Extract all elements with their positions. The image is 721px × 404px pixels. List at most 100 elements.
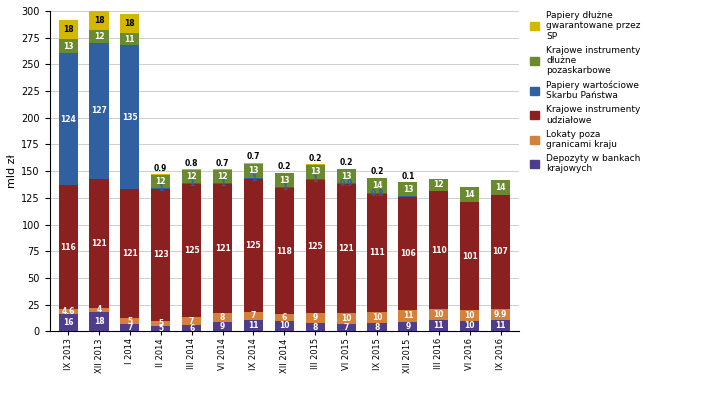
Bar xyxy=(337,324,355,331)
Bar xyxy=(182,184,201,318)
Bar xyxy=(120,318,139,324)
Bar xyxy=(151,189,170,321)
Text: 4: 4 xyxy=(97,305,102,314)
Text: 14: 14 xyxy=(464,190,475,199)
Bar xyxy=(244,320,263,331)
Bar xyxy=(368,323,386,331)
Text: 7: 7 xyxy=(189,317,195,326)
Bar xyxy=(337,313,355,324)
Bar xyxy=(151,321,170,326)
Text: 12: 12 xyxy=(433,181,444,189)
Text: 16: 16 xyxy=(63,318,74,327)
Legend: Papiery dłużne
gwarantowane przez
SP, Krajowe instrumenty
dłużne
pozaskarbowe, P: Papiery dłużne gwarantowane przez SP, Kr… xyxy=(528,9,642,175)
Bar xyxy=(244,163,263,164)
Text: 11: 11 xyxy=(433,321,444,330)
Text: 125: 125 xyxy=(307,242,323,251)
Bar xyxy=(213,170,232,183)
Text: 10: 10 xyxy=(464,322,475,330)
Text: 116: 116 xyxy=(61,243,76,252)
Text: 1: 1 xyxy=(251,174,256,183)
Text: 1: 1 xyxy=(313,175,318,184)
Bar xyxy=(213,183,232,184)
Bar xyxy=(120,324,139,331)
Text: 7: 7 xyxy=(251,311,256,320)
Text: 125: 125 xyxy=(184,246,200,255)
Bar xyxy=(58,185,78,309)
Text: 10: 10 xyxy=(279,322,290,330)
Bar xyxy=(306,180,325,313)
Text: 18: 18 xyxy=(63,25,74,34)
Text: 8: 8 xyxy=(313,322,318,332)
Text: 14: 14 xyxy=(495,183,506,192)
Bar xyxy=(58,39,78,53)
Text: 135: 135 xyxy=(122,113,138,122)
Bar xyxy=(460,202,479,310)
Text: 101: 101 xyxy=(462,252,477,261)
Bar xyxy=(460,187,479,202)
Bar xyxy=(275,188,294,314)
Text: 121: 121 xyxy=(91,239,107,248)
Text: 9: 9 xyxy=(220,322,225,331)
Text: 121: 121 xyxy=(215,244,231,253)
Text: 121: 121 xyxy=(338,244,354,253)
Text: 13: 13 xyxy=(310,167,321,176)
Bar xyxy=(275,187,294,188)
Text: 5: 5 xyxy=(128,317,133,326)
Text: 10: 10 xyxy=(372,313,382,322)
Text: 111: 111 xyxy=(369,248,385,257)
Bar xyxy=(306,165,325,179)
Bar xyxy=(182,318,201,325)
Bar xyxy=(182,325,201,331)
Bar xyxy=(244,177,263,179)
Text: 12: 12 xyxy=(187,172,197,181)
Bar xyxy=(244,164,263,177)
Bar xyxy=(89,179,109,308)
Text: 0.2: 0.2 xyxy=(309,154,322,163)
Text: 125: 125 xyxy=(246,241,261,250)
Bar xyxy=(120,14,139,34)
Bar xyxy=(275,173,294,187)
Text: 127: 127 xyxy=(91,106,107,115)
Bar xyxy=(182,170,201,183)
Bar xyxy=(120,189,139,318)
Text: 14: 14 xyxy=(372,181,382,190)
Text: 13: 13 xyxy=(341,172,351,181)
Text: 13: 13 xyxy=(63,42,74,50)
Bar xyxy=(491,195,510,309)
Bar xyxy=(213,313,232,322)
Text: 12: 12 xyxy=(217,172,228,181)
Text: 13: 13 xyxy=(248,166,259,175)
Bar xyxy=(337,169,355,183)
Text: 6: 6 xyxy=(189,324,194,332)
Bar xyxy=(368,178,386,193)
Text: 12: 12 xyxy=(94,32,105,41)
Bar xyxy=(491,309,510,320)
Text: 1: 1 xyxy=(220,179,225,188)
Text: 18: 18 xyxy=(94,16,105,25)
Bar xyxy=(275,314,294,321)
Bar xyxy=(460,310,479,321)
Text: 10: 10 xyxy=(464,311,475,320)
Text: 10: 10 xyxy=(341,314,351,323)
Text: 11: 11 xyxy=(402,311,413,320)
Bar xyxy=(213,169,232,170)
Text: 110: 110 xyxy=(431,246,447,255)
Bar xyxy=(182,169,201,170)
Text: 11: 11 xyxy=(495,321,506,330)
Bar xyxy=(89,11,109,30)
Text: 7: 7 xyxy=(127,323,133,332)
Text: 0.2: 0.2 xyxy=(340,158,353,167)
Text: 9: 9 xyxy=(405,322,410,331)
Text: 1: 1 xyxy=(189,179,194,188)
Text: 12: 12 xyxy=(156,177,166,186)
Bar xyxy=(89,308,109,312)
Text: 106: 106 xyxy=(400,249,416,258)
Text: 5: 5 xyxy=(158,324,164,333)
Bar xyxy=(398,322,417,331)
Text: 123: 123 xyxy=(153,250,169,259)
Bar xyxy=(120,34,139,45)
Bar xyxy=(58,20,78,39)
Text: 11: 11 xyxy=(125,35,135,44)
Text: 0.7: 0.7 xyxy=(216,159,229,168)
Text: 0.1: 0.1 xyxy=(401,172,415,181)
